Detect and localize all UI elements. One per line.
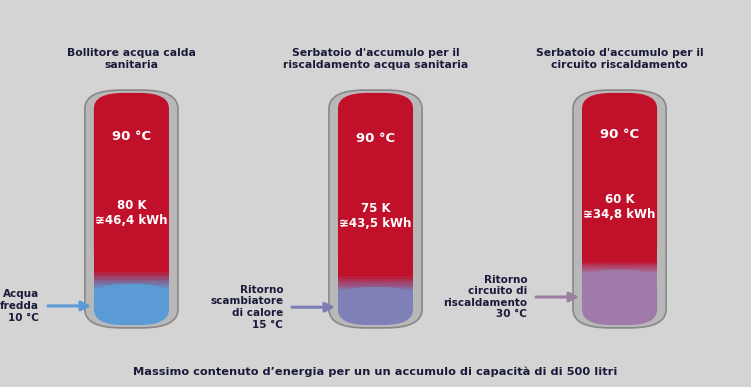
Bar bbox=[582, 176, 657, 260]
Text: Serbatoio d'accumulo per il
circuito riscaldamento: Serbatoio d'accumulo per il circuito ris… bbox=[535, 48, 704, 70]
FancyBboxPatch shape bbox=[329, 90, 422, 328]
Bar bbox=[338, 281, 413, 283]
Bar bbox=[582, 265, 657, 267]
Bar bbox=[338, 183, 413, 274]
FancyBboxPatch shape bbox=[94, 93, 169, 325]
Text: Serbatoio d'accumulo per il
riscaldamento acqua sanitaria: Serbatoio d'accumulo per il riscaldament… bbox=[283, 48, 468, 70]
Bar bbox=[94, 272, 169, 275]
Text: 60 K
≆34,8 kWh: 60 K ≆34,8 kWh bbox=[584, 193, 656, 221]
Bar bbox=[338, 293, 413, 310]
Bar bbox=[338, 288, 413, 290]
FancyBboxPatch shape bbox=[85, 90, 178, 328]
FancyBboxPatch shape bbox=[582, 93, 657, 325]
Text: 90 °C: 90 °C bbox=[112, 130, 151, 144]
Bar bbox=[582, 260, 657, 262]
Bar bbox=[338, 285, 413, 288]
Bar bbox=[582, 272, 657, 274]
FancyBboxPatch shape bbox=[94, 284, 169, 325]
Bar bbox=[94, 282, 169, 285]
Bar bbox=[338, 290, 413, 293]
Bar bbox=[94, 274, 169, 277]
Bar bbox=[582, 262, 657, 264]
Bar bbox=[582, 267, 657, 269]
Bar bbox=[94, 285, 169, 288]
FancyBboxPatch shape bbox=[582, 93, 657, 260]
Bar bbox=[94, 277, 169, 280]
Bar bbox=[94, 290, 169, 310]
Bar bbox=[338, 283, 413, 286]
Bar bbox=[582, 274, 657, 310]
FancyBboxPatch shape bbox=[338, 287, 413, 325]
Bar bbox=[582, 263, 657, 265]
FancyBboxPatch shape bbox=[338, 93, 413, 325]
Bar bbox=[582, 270, 657, 272]
FancyBboxPatch shape bbox=[338, 93, 413, 274]
Text: 80 K
≆46,4 kWh: 80 K ≆46,4 kWh bbox=[95, 199, 167, 227]
Text: Ritorno
circuito di
riscaldamento
30 °C: Ritorno circuito di riscaldamento 30 °C bbox=[443, 275, 527, 319]
Bar bbox=[338, 276, 413, 279]
Text: Bollitore acqua calda
sanitaria: Bollitore acqua calda sanitaria bbox=[67, 48, 196, 70]
Bar bbox=[338, 278, 413, 281]
Bar bbox=[94, 279, 169, 283]
Bar bbox=[94, 287, 169, 290]
Bar bbox=[338, 274, 413, 276]
Text: 90 °C: 90 °C bbox=[600, 128, 639, 141]
Text: Massimo contenuto d’energia per un un accumulo di capacità di di 500 litri: Massimo contenuto d’energia per un un ac… bbox=[134, 366, 617, 377]
Bar bbox=[94, 181, 169, 269]
Bar bbox=[94, 269, 169, 272]
Bar bbox=[582, 268, 657, 271]
Text: Ritorno
scambiatore
di calore
15 °C: Ritorno scambiatore di calore 15 °C bbox=[210, 285, 283, 330]
Text: Acqua
fredda
10 °C: Acqua fredda 10 °C bbox=[0, 289, 39, 322]
FancyBboxPatch shape bbox=[573, 90, 666, 328]
Text: 90 °C: 90 °C bbox=[356, 132, 395, 145]
Text: 75 K
≆43,5 kWh: 75 K ≆43,5 kWh bbox=[339, 202, 412, 230]
FancyBboxPatch shape bbox=[94, 93, 169, 269]
FancyBboxPatch shape bbox=[582, 270, 657, 325]
